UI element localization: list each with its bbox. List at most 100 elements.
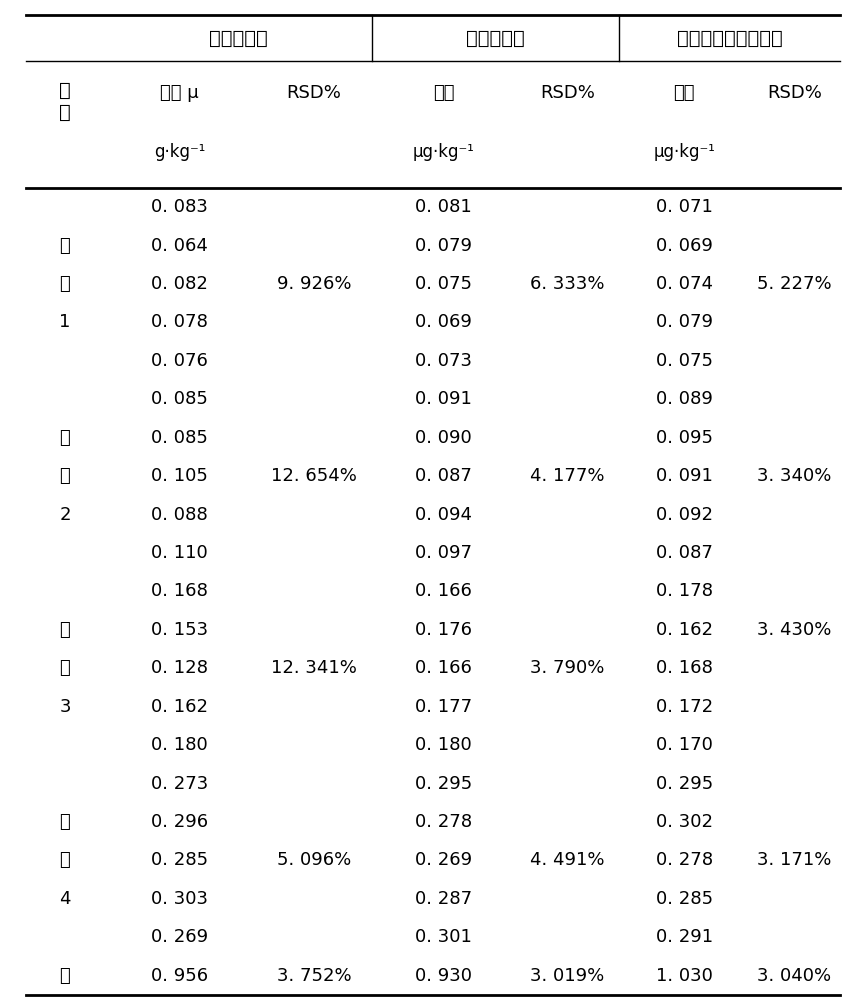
Text: 0. 178: 0. 178 (656, 582, 713, 600)
Text: 结果: 结果 (674, 84, 695, 102)
Text: 样: 样 (60, 813, 70, 831)
Text: 0. 176: 0. 176 (416, 621, 472, 639)
Text: 3. 752%: 3. 752% (276, 967, 352, 985)
Text: 0. 085: 0. 085 (152, 390, 208, 408)
Text: 5. 227%: 5. 227% (757, 275, 832, 293)
Text: 0. 083: 0. 083 (152, 198, 208, 216)
Text: 0. 296: 0. 296 (152, 813, 208, 831)
Text: 0. 180: 0. 180 (416, 736, 472, 754)
Text: 0. 170: 0. 170 (656, 736, 713, 754)
Text: 0. 074: 0. 074 (656, 275, 713, 293)
Text: 品: 品 (60, 275, 70, 293)
Text: 0. 071: 0. 071 (656, 198, 713, 216)
Text: 5. 096%: 5. 096% (277, 851, 351, 869)
Text: 0. 081: 0. 081 (416, 198, 472, 216)
Text: 0. 069: 0. 069 (656, 237, 713, 255)
Text: 0. 295: 0. 295 (415, 775, 473, 793)
Text: 4. 491%: 4. 491% (530, 851, 604, 869)
Text: μg·kg⁻¹: μg·kg⁻¹ (413, 143, 475, 161)
Text: 0. 301: 0. 301 (416, 928, 472, 946)
Text: 品: 品 (60, 467, 70, 485)
Text: 0. 090: 0. 090 (416, 429, 472, 447)
Text: 0. 079: 0. 079 (416, 237, 472, 255)
Text: 样: 样 (60, 237, 70, 255)
Text: 9. 926%: 9. 926% (276, 275, 352, 293)
Text: 0. 073: 0. 073 (416, 352, 472, 370)
Text: 品: 品 (60, 659, 70, 677)
Text: 0. 287: 0. 287 (416, 890, 472, 908)
Text: 0. 930: 0. 930 (416, 967, 472, 985)
Text: 0. 082: 0. 082 (152, 275, 208, 293)
Text: 0. 295: 0. 295 (656, 775, 713, 793)
Text: 4. 177%: 4. 177% (530, 467, 604, 485)
Text: 0. 087: 0. 087 (656, 544, 713, 562)
Text: 0. 302: 0. 302 (656, 813, 713, 831)
Text: 0. 097: 0. 097 (416, 544, 472, 562)
Text: 0. 128: 0. 128 (152, 659, 208, 677)
Text: 3. 340%: 3. 340% (758, 467, 831, 485)
Text: 0. 087: 0. 087 (416, 467, 472, 485)
Text: RSD%: RSD% (767, 84, 822, 102)
Text: 样: 样 (60, 967, 70, 985)
Text: 4: 4 (59, 890, 71, 908)
Text: 0. 180: 0. 180 (152, 736, 208, 754)
Text: 3. 019%: 3. 019% (530, 967, 604, 985)
Text: 12. 654%: 12. 654% (271, 467, 357, 485)
Text: 0. 110: 0. 110 (152, 544, 208, 562)
Text: 0. 091: 0. 091 (656, 467, 713, 485)
Text: 冷冻区域熔炼萃取法: 冷冻区域熔炼萃取法 (676, 29, 783, 48)
Text: 0. 162: 0. 162 (656, 621, 713, 639)
Text: 12. 341%: 12. 341% (271, 659, 357, 677)
Text: 3: 3 (59, 698, 71, 716)
Text: 0. 177: 0. 177 (416, 698, 472, 716)
Text: 液液萃取法: 液液萃取法 (209, 29, 268, 48)
Text: 0. 076: 0. 076 (152, 352, 208, 370)
Text: 0. 278: 0. 278 (416, 813, 472, 831)
Text: 0. 069: 0. 069 (416, 313, 472, 331)
Text: 0. 091: 0. 091 (416, 390, 472, 408)
Text: 0. 092: 0. 092 (656, 506, 713, 524)
Text: 0. 105: 0. 105 (152, 467, 208, 485)
Text: 0. 153: 0. 153 (152, 621, 208, 639)
Text: 0. 078: 0. 078 (152, 313, 208, 331)
Text: 样
品: 样 品 (59, 81, 71, 122)
Text: 0. 278: 0. 278 (656, 851, 713, 869)
Text: 3. 790%: 3. 790% (530, 659, 604, 677)
Text: g·kg⁻¹: g·kg⁻¹ (154, 143, 205, 161)
Text: 0. 269: 0. 269 (152, 928, 208, 946)
Text: RSD%: RSD% (287, 84, 341, 102)
Text: 0. 075: 0. 075 (416, 275, 472, 293)
Text: 品: 品 (60, 851, 70, 869)
Text: 1. 030: 1. 030 (656, 967, 713, 985)
Text: 0. 064: 0. 064 (152, 237, 208, 255)
Text: 0. 079: 0. 079 (656, 313, 713, 331)
Text: 0. 075: 0. 075 (656, 352, 713, 370)
Text: 0. 166: 0. 166 (416, 582, 472, 600)
Text: μg·kg⁻¹: μg·kg⁻¹ (653, 143, 715, 161)
Text: 样: 样 (60, 621, 70, 639)
Text: 样: 样 (60, 429, 70, 447)
Text: 0. 162: 0. 162 (152, 698, 208, 716)
Text: 3. 430%: 3. 430% (758, 621, 831, 639)
Text: 0. 166: 0. 166 (416, 659, 472, 677)
Text: 固相萃取法: 固相萃取法 (467, 29, 525, 48)
Text: 0. 285: 0. 285 (656, 890, 713, 908)
Text: 3. 040%: 3. 040% (758, 967, 831, 985)
Text: 0. 273: 0. 273 (151, 775, 209, 793)
Text: 结果: 结果 (433, 84, 455, 102)
Text: 0. 172: 0. 172 (656, 698, 713, 716)
Text: 0. 291: 0. 291 (656, 928, 713, 946)
Text: 3. 171%: 3. 171% (758, 851, 831, 869)
Text: 1: 1 (59, 313, 71, 331)
Text: 0. 956: 0. 956 (152, 967, 208, 985)
Text: RSD%: RSD% (540, 84, 595, 102)
Text: 0. 285: 0. 285 (152, 851, 208, 869)
Text: 6. 333%: 6. 333% (530, 275, 604, 293)
Text: 2: 2 (59, 506, 71, 524)
Text: 0. 094: 0. 094 (416, 506, 472, 524)
Text: 0. 095: 0. 095 (656, 429, 713, 447)
Text: 0. 269: 0. 269 (416, 851, 472, 869)
Text: 0. 089: 0. 089 (656, 390, 713, 408)
Text: 结果 μ: 结果 μ (160, 84, 199, 102)
Text: 0. 085: 0. 085 (152, 429, 208, 447)
